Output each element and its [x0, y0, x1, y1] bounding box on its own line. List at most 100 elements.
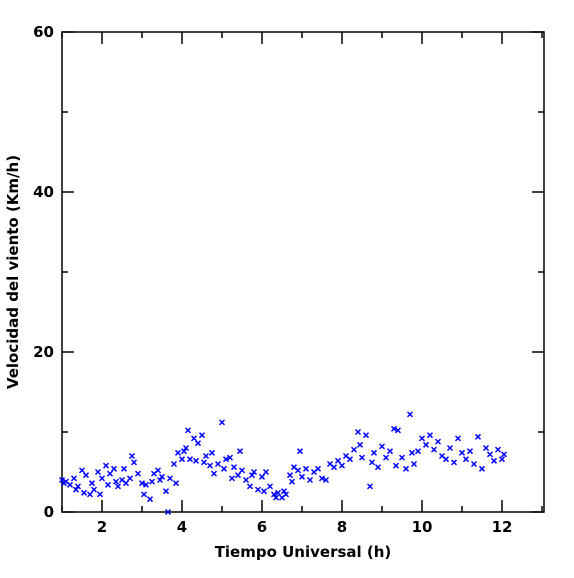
point — [414, 448, 422, 455]
point — [450, 459, 458, 466]
point — [186, 456, 194, 463]
point — [498, 456, 506, 463]
point — [334, 457, 342, 464]
point — [86, 491, 94, 498]
point — [430, 446, 438, 453]
point — [426, 432, 434, 439]
point — [296, 448, 304, 455]
point — [170, 460, 178, 468]
point — [350, 446, 358, 453]
point — [94, 468, 102, 476]
point — [112, 478, 120, 485]
point — [82, 472, 90, 479]
point — [220, 465, 228, 472]
point — [272, 494, 280, 501]
point — [190, 435, 198, 442]
point — [140, 491, 148, 498]
point — [298, 473, 306, 480]
point — [322, 476, 330, 484]
point — [226, 454, 234, 461]
point — [74, 483, 82, 490]
point — [58, 476, 66, 484]
x-tick-label: 4 — [177, 518, 187, 536]
point — [500, 451, 508, 458]
point — [164, 508, 172, 516]
point — [104, 481, 112, 488]
point — [474, 433, 482, 440]
point — [494, 446, 502, 453]
point — [370, 449, 378, 456]
point — [72, 486, 80, 493]
point — [398, 454, 406, 461]
point — [88, 480, 96, 487]
point — [122, 480, 130, 487]
point — [242, 476, 250, 484]
point — [458, 449, 466, 456]
y-tick-label: 20 — [33, 343, 54, 361]
point — [434, 438, 442, 445]
point — [386, 448, 394, 455]
point — [258, 473, 266, 480]
point — [382, 454, 390, 461]
point — [282, 491, 290, 498]
point — [466, 448, 474, 455]
point — [418, 435, 426, 442]
point — [78, 467, 86, 474]
point — [260, 488, 268, 495]
point — [478, 465, 486, 472]
point — [286, 472, 294, 479]
point — [392, 462, 400, 469]
point — [354, 428, 362, 436]
point — [254, 486, 262, 493]
point — [358, 454, 366, 461]
point — [172, 480, 180, 487]
x-tick-label: 2 — [97, 518, 107, 536]
point — [80, 489, 88, 496]
x-tick-label: 8 — [337, 518, 347, 536]
point — [234, 472, 242, 479]
point — [462, 456, 470, 463]
point — [202, 452, 210, 460]
point — [280, 488, 288, 495]
point — [66, 481, 74, 488]
point — [454, 435, 462, 442]
point — [446, 444, 454, 452]
point — [182, 444, 190, 452]
point — [486, 451, 494, 458]
point — [306, 476, 314, 484]
point — [102, 462, 110, 469]
point — [70, 475, 78, 482]
point — [200, 459, 208, 466]
point — [288, 478, 296, 485]
point — [114, 483, 122, 490]
point — [208, 449, 216, 456]
point — [394, 427, 402, 434]
point — [192, 457, 200, 464]
point — [238, 467, 246, 474]
point — [158, 473, 166, 480]
x-tick-label: 12 — [492, 518, 513, 536]
point — [250, 468, 258, 476]
point — [338, 462, 346, 469]
point — [410, 460, 418, 468]
point — [406, 411, 414, 418]
y-tick-label: 0 — [44, 503, 54, 521]
point — [490, 457, 498, 464]
point — [318, 475, 326, 482]
point — [106, 470, 114, 477]
point — [110, 465, 118, 472]
point — [126, 475, 134, 482]
point — [120, 465, 128, 472]
point — [302, 465, 310, 472]
point — [146, 496, 154, 503]
point — [178, 456, 186, 463]
plot-frame — [61, 31, 545, 513]
point — [374, 464, 382, 471]
point — [180, 448, 188, 455]
x-tick-label: 6 — [257, 518, 267, 536]
point — [270, 491, 278, 498]
point — [314, 465, 322, 472]
point — [214, 460, 222, 468]
